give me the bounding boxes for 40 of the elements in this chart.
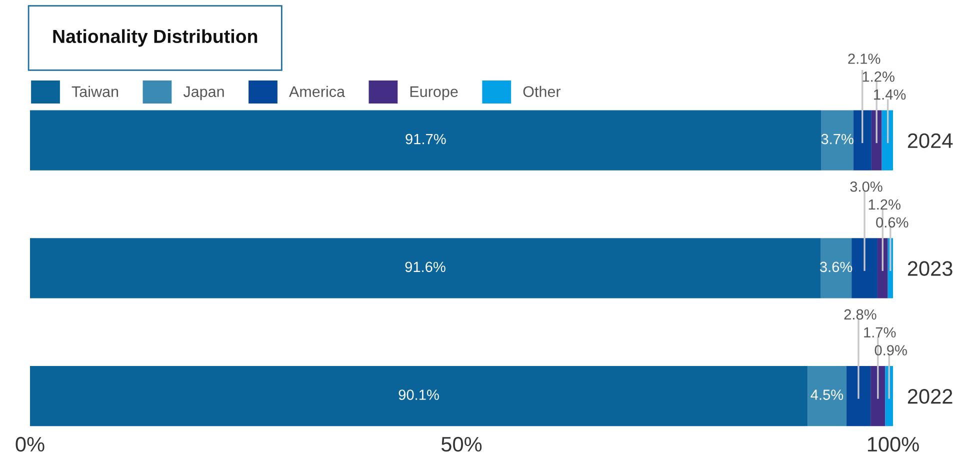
bar: [846, 366, 871, 426]
bar: [30, 110, 822, 170]
legend-label: America: [289, 86, 346, 98]
y-tick-label: 2023: [908, 261, 952, 276]
data-label: 3.7%: [821, 134, 854, 144]
bar: [871, 110, 882, 170]
data-label: 1.4%: [874, 89, 906, 100]
bar: [877, 238, 888, 298]
y-tick-label: 2024: [908, 133, 953, 148]
bar: [882, 110, 893, 170]
data-label: 2.8%: [844, 309, 876, 320]
legend-label: Other: [523, 86, 561, 98]
data-label: 0.6%: [876, 217, 908, 228]
data-label: 1.7%: [864, 327, 896, 338]
x-tick-label: 50%: [441, 436, 482, 452]
data-label: 0.9%: [874, 345, 907, 356]
data-label: 1.2%: [862, 71, 894, 82]
data-label: 91.7%: [406, 134, 446, 144]
legend-label: Japan: [183, 86, 224, 100]
x-tick-label: 0%: [16, 436, 44, 452]
bar: [852, 238, 878, 298]
bar: [30, 238, 821, 298]
data-label: 91.6%: [405, 262, 446, 272]
data-label: 4.5%: [810, 390, 844, 400]
bar: [853, 110, 872, 170]
bar: [870, 366, 886, 426]
data-label: 3.0%: [850, 181, 882, 192]
y-tick-label: 2022: [908, 389, 952, 404]
bar: [820, 238, 852, 298]
data-label: 1.2%: [868, 199, 900, 210]
legend-label: Taiwan: [72, 86, 118, 98]
bar: [30, 366, 808, 426]
data-label: 2.1%: [848, 54, 880, 64]
data-label: 90.1%: [398, 390, 439, 400]
x-tick-label: 100%: [868, 436, 919, 452]
legend-label: Europe: [410, 86, 458, 100]
bar: [808, 366, 846, 426]
chart-title: Nationality Distribution: [53, 29, 258, 47]
data-label: 3.6%: [820, 262, 852, 272]
bar: [821, 110, 854, 170]
